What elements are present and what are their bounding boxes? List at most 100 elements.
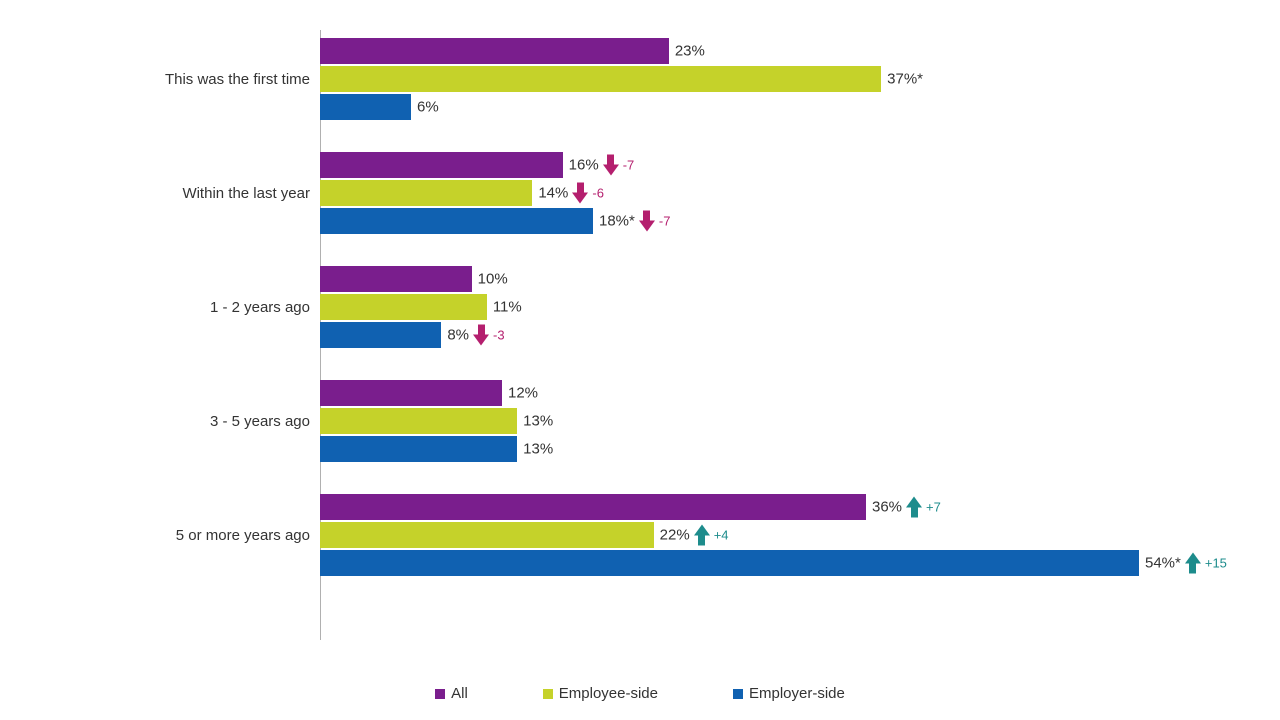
bar-row: 22% +4: [320, 522, 1230, 548]
bar-all: 10%: [320, 266, 472, 292]
bar-row: 23%: [320, 38, 1230, 64]
value-label: 23%: [669, 43, 705, 60]
legend-swatch: [435, 689, 445, 699]
bar-row: 54%* +15: [320, 550, 1230, 576]
value-text: 22%: [660, 527, 690, 544]
bar-row: 10%: [320, 266, 1230, 292]
value-label: 6%: [411, 99, 439, 116]
value-label: 13%: [517, 413, 553, 430]
arrow-down-icon: [603, 155, 619, 176]
category-label: Within the last year: [50, 185, 320, 202]
bar-employee: 37%*: [320, 66, 881, 92]
bar-row: 14% -6: [320, 180, 1230, 206]
category-group: 5 or more years ago36%+722%+454%*+15: [50, 494, 1230, 576]
category-label: 1 - 2 years ago: [50, 299, 320, 316]
value-text: 6%: [417, 99, 439, 116]
category-group: Within the last year16%-714%-618%*-7: [50, 152, 1230, 234]
legend-item-employee: Employee-side: [543, 685, 658, 702]
bar-all: 12%: [320, 380, 502, 406]
category-group: This was the first time23%37%*6%: [50, 38, 1230, 120]
bar-row: 12%: [320, 380, 1230, 406]
value-label: 13%: [517, 441, 553, 458]
legend: All Employee-side Employer-side: [0, 685, 1280, 702]
arrow-up-icon: [694, 525, 710, 546]
bar-employee: 22%+4: [320, 522, 654, 548]
bar-all: 16%-7: [320, 152, 563, 178]
bar-employee: 14%-6: [320, 180, 532, 206]
value-text: 14%: [538, 185, 568, 202]
bar-row: 13%: [320, 436, 1230, 462]
bar-employer: 13%: [320, 436, 517, 462]
bar-row: 8% -3: [320, 322, 1230, 348]
bar-employer: 54%*+15: [320, 550, 1139, 576]
value-label: 11%: [487, 299, 522, 316]
value-text: 13%: [523, 441, 553, 458]
bar-row: 16% -7: [320, 152, 1230, 178]
value-label: 16% -7: [563, 155, 635, 176]
value-text: 18%*: [599, 213, 635, 230]
value-text: 12%: [508, 385, 538, 402]
value-label: 36% +7: [866, 497, 941, 518]
value-text: 36%: [872, 499, 902, 516]
category-group: 3 - 5 years ago12%13%13%: [50, 380, 1230, 462]
category-label: 5 or more years ago: [50, 527, 320, 544]
arrow-down-icon: [473, 325, 489, 346]
value-label: 18%* -7: [593, 211, 670, 232]
legend-label: Employee-side: [559, 685, 658, 702]
bar-all: 36%+7: [320, 494, 866, 520]
value-text: 16%: [569, 157, 599, 174]
legend-item-employer: Employer-side: [733, 685, 845, 702]
bar-employer: 18%*-7: [320, 208, 593, 234]
bar-employee: 11%: [320, 294, 487, 320]
bars-container: 36% +7 22% +4 54%* +15: [320, 494, 1230, 576]
value-text: 37%*: [887, 71, 923, 88]
bar-row: 6%: [320, 94, 1230, 120]
arrow-up-icon: [1185, 553, 1201, 574]
value-text: 23%: [675, 43, 705, 60]
value-label: 10%: [472, 271, 508, 288]
change-value: -6: [592, 186, 604, 201]
value-label: 37%*: [881, 71, 923, 88]
value-text: 10%: [478, 271, 508, 288]
value-label: 12%: [502, 385, 538, 402]
category-group: 1 - 2 years ago10%11%8%-3: [50, 266, 1230, 348]
change-value: -3: [493, 328, 505, 343]
change-value: +15: [1205, 556, 1227, 571]
value-label: 22% +4: [654, 525, 729, 546]
bar-row: 11%: [320, 294, 1230, 320]
value-label: 8% -3: [441, 325, 504, 346]
legend-label: All: [451, 685, 468, 702]
legend-swatch: [543, 689, 553, 699]
bar-row: 37%*: [320, 66, 1230, 92]
bar-employer: 8%-3: [320, 322, 441, 348]
bar-row: 36% +7: [320, 494, 1230, 520]
value-label: 54%* +15: [1139, 553, 1227, 574]
bar-row: 18%* -7: [320, 208, 1230, 234]
bar-employer: 6%: [320, 94, 411, 120]
bars-container: 12%13%13%: [320, 380, 1230, 462]
arrow-down-icon: [572, 183, 588, 204]
category-label: 3 - 5 years ago: [50, 413, 320, 430]
bar-employee: 13%: [320, 408, 517, 434]
change-value: -7: [659, 214, 671, 229]
value-text: 8%: [447, 327, 469, 344]
bars-container: 23%37%*6%: [320, 38, 1230, 120]
chart-area: This was the first time23%37%*6%Within t…: [50, 30, 1230, 640]
value-text: 11%: [493, 299, 522, 316]
bars-container: 16% -7 14% -6 18%* -7: [320, 152, 1230, 234]
bars-container: 10%11%8%-3: [320, 266, 1230, 348]
arrow-up-icon: [906, 497, 922, 518]
legend-swatch: [733, 689, 743, 699]
category-label: This was the first time: [50, 71, 320, 88]
change-value: +4: [714, 528, 729, 543]
bar-all: 23%: [320, 38, 669, 64]
value-text: 54%*: [1145, 555, 1181, 572]
legend-item-all: All: [435, 685, 468, 702]
arrow-down-icon: [639, 211, 655, 232]
value-text: 13%: [523, 413, 553, 430]
value-label: 14% -6: [532, 183, 604, 204]
change-value: +7: [926, 500, 941, 515]
change-value: -7: [623, 158, 635, 173]
legend-label: Employer-side: [749, 685, 845, 702]
bar-row: 13%: [320, 408, 1230, 434]
